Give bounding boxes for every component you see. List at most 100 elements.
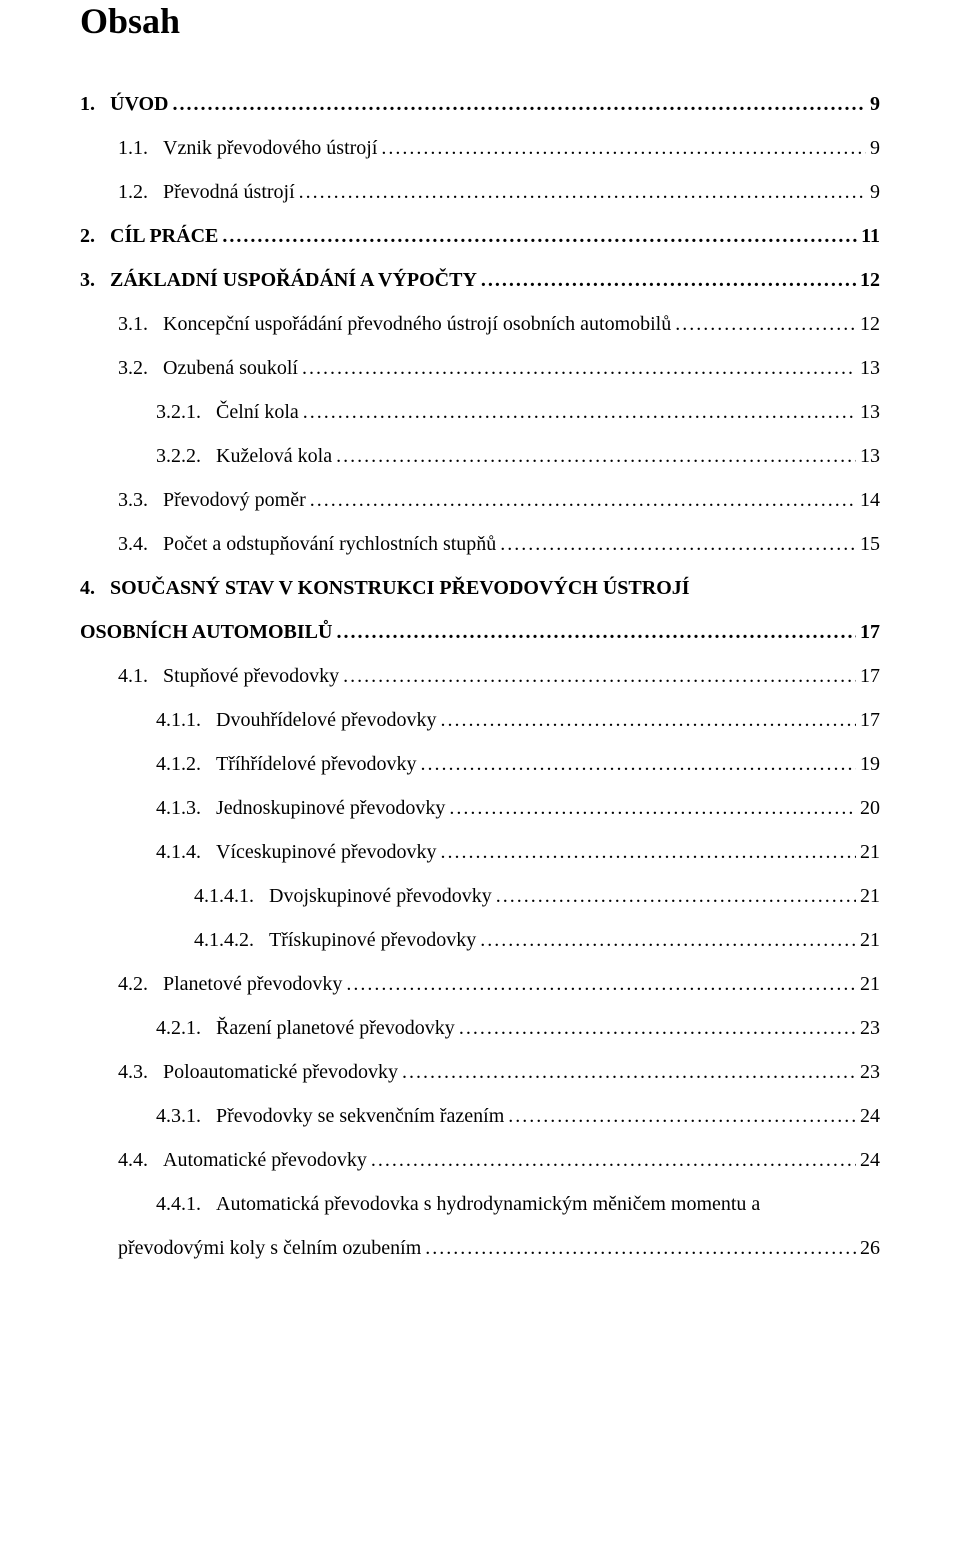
toc-entry: 4.1.4.1. Dvojskupinové převodovky 21 [80,882,880,910]
toc-entry-label: 4.4. Automatické převodovky [118,1146,367,1174]
toc-entry: 4.3. Poloautomatické převodovky 23 [80,1058,880,1086]
toc-entry-label: 3.2.2. Kuželová kola [156,442,332,470]
toc-entry: převodovými koly s čelním ozubením 26 [80,1234,880,1262]
toc-entry: 3.3. Převodový poměr 14 [80,486,880,514]
toc-entry-label: 4.1.4.2. Třískupinové převodovky [194,926,476,954]
toc-entry-label: 4.4.1. Automatická převodovka s hydrodyn… [156,1190,760,1218]
toc-entry: 1.1. Vznik převodového ústrojí 9 [80,134,880,162]
toc-entry-label: 3.2.1. Čelní kola [156,398,299,426]
toc-entry: 4.4.1. Automatická převodovka s hydrodyn… [80,1190,880,1218]
toc-entry-label: 3.4. Počet a odstupňování rychlostních s… [118,530,496,558]
dot-leader [222,222,857,250]
dot-leader [480,926,856,954]
toc-entry-page: 21 [860,882,880,910]
toc-entry-page: 14 [860,486,880,514]
toc-entry-page: 9 [870,178,880,206]
toc-entry-page: 17 [860,706,880,734]
toc-entry-label: 3.1. Koncepční uspořádání převodného úst… [118,310,671,338]
toc-entry-page: 24 [860,1146,880,1174]
toc-entry: 3.4. Počet a odstupňování rychlostních s… [80,530,880,558]
toc-entry: 4.2. Planetové převodovky 21 [80,970,880,998]
toc-entry-label: 4.2.1. Řazení planetové převodovky [156,1014,455,1042]
toc-entry-label: 2. CÍL PRÁCE [80,222,218,250]
dot-leader [343,662,856,690]
dot-leader [508,1102,856,1130]
toc-entry-page: 17 [860,662,880,690]
toc-entry: 3.2.1. Čelní kola 13 [80,398,880,426]
toc-entry: 4.3.1. Převodovky se sekvenčním řazením … [80,1102,880,1130]
dot-leader [459,1014,856,1042]
dot-leader [336,442,856,470]
toc-entry-page: 12 [860,310,880,338]
dot-leader [675,310,856,338]
toc-entry-label: 4.1.4. Víceskupinové převodovky [156,838,437,866]
dot-leader [381,134,866,162]
toc-entry-label: 3. ZÁKLADNÍ USPOŘÁDÁNÍ A VÝPOČTY [80,266,477,294]
toc-entry-page: 17 [860,618,880,646]
toc-entry-page: 11 [861,222,880,250]
toc-entry: 4.1. Stupňové převodovky 17 [80,662,880,690]
toc-entry-page: 26 [860,1234,880,1262]
toc-entry-label: 3.3. Převodový poměr [118,486,306,514]
toc-entry: 4.1.2. Tříhřídelové převodovky 19 [80,750,880,778]
toc-entry-page: 24 [860,1102,880,1130]
dot-leader [173,90,867,118]
toc-entry: OSOBNÍCH AUTOMOBILŮ 17 [80,618,880,646]
toc-entry-page: 21 [860,838,880,866]
toc-entry-label: 3.2. Ozubená soukolí [118,354,298,382]
toc-entry-label: 4.1.2. Tříhřídelové převodovky [156,750,417,778]
toc-entry-label: 4.3.1. Převodovky se sekvenčním řazením [156,1102,504,1130]
dot-leader [302,354,856,382]
toc-entry-page: 19 [860,750,880,778]
dot-leader [402,1058,856,1086]
dot-leader [425,1234,856,1262]
toc-entry-label: OSOBNÍCH AUTOMOBILŮ [80,618,332,646]
toc-entry-page: 9 [870,90,880,118]
toc-entry-label: 4. SOUČASNÝ STAV V KONSTRUKCI PŘEVODOVÝC… [80,574,690,602]
toc-entry-page: 23 [860,1014,880,1042]
toc-entry-label: 4.2. Planetové převodovky [118,970,342,998]
toc-entry-label: 4.1.4.1. Dvojskupinové převodovky [194,882,492,910]
toc-entry-label: 1.2. Převodná ústrojí [118,178,295,206]
toc-entry-label: 1. ÚVOD [80,90,169,118]
dot-leader [449,794,856,822]
toc-entry-page: 13 [860,398,880,426]
toc-entry: 4. SOUČASNÝ STAV V KONSTRUKCI PŘEVODOVÝC… [80,574,880,602]
toc-entry-page: 21 [860,970,880,998]
dot-leader [310,486,856,514]
dot-leader [336,618,856,646]
toc-entry: 3.2.2. Kuželová kola 13 [80,442,880,470]
toc-entry: 4.1.3. Jednoskupinové převodovky 20 [80,794,880,822]
toc-entry-label: 4.1. Stupňové převodovky [118,662,339,690]
toc-entry-page: 20 [860,794,880,822]
toc-entry: 2. CÍL PRÁCE 11 [80,222,880,250]
dot-leader [299,178,866,206]
toc-entry: 4.1.4. Víceskupinové převodovky 21 [80,838,880,866]
dot-leader [303,398,856,426]
toc-entry: 4.1.1. Dvouhřídelové převodovky 17 [80,706,880,734]
dot-leader [500,530,856,558]
dot-leader [421,750,857,778]
toc-entry-page: 23 [860,1058,880,1086]
toc-title: Obsah [80,0,880,42]
toc-entry-page: 13 [860,442,880,470]
toc-entry: 4.4. Automatické převodovky 24 [80,1146,880,1174]
toc-entry: 3.1. Koncepční uspořádání převodného úst… [80,310,880,338]
toc-entry-label: 4.3. Poloautomatické převodovky [118,1058,398,1086]
toc-entry-page: 12 [860,266,880,294]
toc-entry-page: 15 [860,530,880,558]
toc-entry-label: 4.1.1. Dvouhřídelové převodovky [156,706,437,734]
toc-entry-label: převodovými koly s čelním ozubením [118,1234,421,1262]
toc-entry-label: 1.1. Vznik převodového ústrojí [118,134,377,162]
toc-entry-page: 9 [870,134,880,162]
toc-entry-page: 21 [860,926,880,954]
toc-entry-page: 13 [860,354,880,382]
toc-entry: 3.2. Ozubená soukolí 13 [80,354,880,382]
dot-leader [441,838,856,866]
toc-entry: 4.1.4.2. Třískupinové převodovky 21 [80,926,880,954]
toc-container: 1. ÚVOD 91.1. Vznik převodového ústrojí … [80,90,880,1262]
dot-leader [481,266,856,294]
toc-entry: 3. ZÁKLADNÍ USPOŘÁDÁNÍ A VÝPOČTY 12 [80,266,880,294]
dot-leader [441,706,856,734]
dot-leader [496,882,856,910]
